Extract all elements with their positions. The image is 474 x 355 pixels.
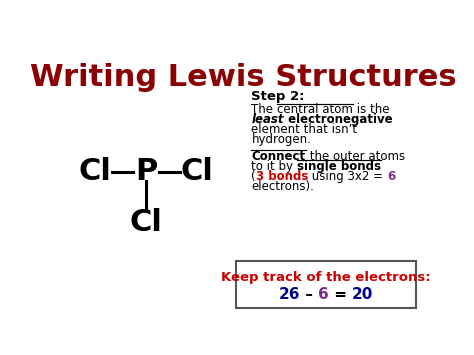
Text: 26: 26 xyxy=(278,287,300,302)
Text: (: ( xyxy=(251,170,256,183)
Text: Cl: Cl xyxy=(79,158,111,186)
Text: Connect: Connect xyxy=(251,149,306,163)
Text: 6: 6 xyxy=(318,287,329,302)
Text: central atom: central atom xyxy=(277,103,353,116)
FancyBboxPatch shape xyxy=(236,261,416,308)
Text: Cl: Cl xyxy=(129,208,163,237)
Text: electrons).: electrons). xyxy=(251,180,314,193)
Text: Step 2:: Step 2: xyxy=(251,90,305,103)
Text: element that isn’t: element that isn’t xyxy=(251,123,357,136)
Text: single bonds: single bonds xyxy=(297,160,381,173)
Text: =: = xyxy=(329,287,352,302)
Text: electronegative: electronegative xyxy=(284,113,392,126)
Text: is the: is the xyxy=(353,103,390,116)
Text: –: – xyxy=(300,287,318,302)
Text: Keep track of the electrons:: Keep track of the electrons: xyxy=(221,271,431,284)
Text: 20: 20 xyxy=(352,287,374,302)
Text: the outer atoms: the outer atoms xyxy=(306,149,405,163)
Text: least: least xyxy=(251,113,284,126)
Text: The: The xyxy=(251,103,277,116)
Text: Cl: Cl xyxy=(181,158,214,186)
Text: 3 bonds: 3 bonds xyxy=(256,170,309,183)
Text: Writing Lewis Structures: Writing Lewis Structures xyxy=(29,62,456,92)
Text: hydrogen.: hydrogen. xyxy=(251,133,311,146)
Text: using 3x2 =: using 3x2 = xyxy=(309,170,387,183)
Text: 6: 6 xyxy=(387,170,395,183)
Text: P: P xyxy=(135,158,157,186)
Text: to it by: to it by xyxy=(251,160,297,173)
